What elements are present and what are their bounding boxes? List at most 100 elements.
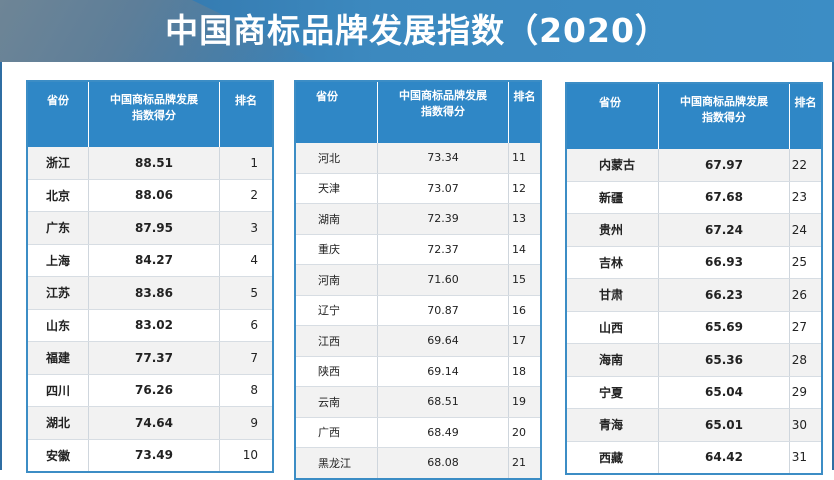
table-header-row: 省份 中国商标品牌发展 指数得分 排名 [295, 81, 541, 143]
ranking-table-1: 省份 中国商标品牌发展 指数得分 排名 浙江 88.51 1 北京 88.06 2 广东 87… [26, 80, 274, 473]
score-cell: 83.86 [88, 276, 220, 310]
table-row: 内蒙古 67.97 22 [566, 149, 822, 182]
rank-cell: 25 [789, 246, 822, 279]
rank-cell: 13 [508, 203, 541, 235]
province-cell: 北京 [27, 179, 89, 212]
rank-cell: 26 [789, 278, 822, 312]
province-cell: 云南 [295, 386, 378, 418]
score-cell: 64.42 [658, 441, 790, 475]
rank-cell: 8 [219, 374, 273, 407]
table-row: 广东 87.95 3 [27, 211, 273, 245]
header-province: 省份 [566, 83, 659, 149]
score-cell: 65.36 [658, 343, 790, 377]
province-cell: 天津 [295, 173, 378, 204]
table-row: 上海 84.27 4 [27, 244, 273, 277]
province-cell: 河北 [295, 143, 378, 174]
header-rank: 排名 [219, 81, 273, 147]
table-row: 山西 65.69 27 [566, 311, 822, 344]
province-cell: 广东 [27, 211, 89, 245]
score-cell: 68.51 [377, 386, 509, 418]
rank-cell: 17 [508, 325, 541, 357]
province-cell: 西藏 [566, 441, 659, 475]
province-cell: 青海 [566, 408, 659, 442]
score-cell: 73.49 [88, 439, 220, 473]
table-row: 天津 73.07 12 [295, 173, 541, 204]
table-row: 黑龙江 68.08 21 [295, 447, 541, 479]
rank-cell: 7 [219, 341, 273, 375]
rank-cell: 18 [508, 356, 541, 387]
table-row: 陕西 69.14 18 [295, 356, 541, 387]
rank-cell: 10 [219, 439, 273, 473]
table-row: 河南 71.60 15 [295, 264, 541, 296]
header-score-line1: 中国商标品牌发展 [680, 95, 768, 108]
province-cell: 江西 [295, 325, 378, 357]
province-cell: 黑龙江 [295, 447, 378, 479]
table-row: 吉林 66.93 25 [566, 246, 822, 279]
header-score-line2: 指数得分 [421, 105, 465, 118]
province-cell: 江苏 [27, 276, 89, 310]
score-cell: 84.27 [88, 244, 220, 277]
province-cell: 山西 [566, 311, 659, 344]
table-body: 内蒙古 67.97 22 新疆 67.68 23 贵州 67.24 24 吉林 66.93 25 甘肃 6… [566, 149, 822, 475]
rank-cell: 24 [789, 213, 822, 247]
score-cell: 71.60 [377, 264, 509, 296]
rank-cell: 22 [789, 149, 822, 182]
province-cell: 海南 [566, 343, 659, 377]
table-row: 青海 65.01 30 [566, 408, 822, 442]
province-cell: 宁夏 [566, 376, 659, 409]
table-body: 浙江 88.51 1 北京 88.06 2 广东 87.95 3 上海 84.27 4 江苏 83.86 5… [27, 147, 273, 473]
score-cell: 65.04 [658, 376, 790, 409]
header-score-line2: 指数得分 [702, 111, 746, 124]
province-cell: 内蒙古 [566, 149, 659, 182]
score-cell: 66.93 [658, 246, 790, 279]
score-cell: 88.51 [88, 147, 220, 180]
score-cell: 72.39 [377, 203, 509, 235]
rank-cell: 20 [508, 417, 541, 448]
rank-cell: 27 [789, 311, 822, 344]
score-cell: 72.37 [377, 234, 509, 265]
table-row: 湖北 74.64 9 [27, 406, 273, 440]
table-row: 西藏 64.42 31 [566, 441, 822, 475]
province-cell: 辽宁 [295, 295, 378, 326]
province-cell: 广西 [295, 417, 378, 448]
table-row: 辽宁 70.87 16 [295, 295, 541, 326]
rank-cell: 12 [508, 173, 541, 204]
province-cell: 吉林 [566, 246, 659, 279]
score-cell: 69.14 [377, 356, 509, 387]
header-score: 中国商标品牌发展 指数得分 [88, 81, 220, 147]
province-cell: 甘肃 [566, 278, 659, 312]
rank-cell: 23 [789, 181, 822, 214]
province-cell: 湖南 [295, 203, 378, 235]
score-cell: 65.69 [658, 311, 790, 344]
province-cell: 新疆 [566, 181, 659, 214]
score-cell: 77.37 [88, 341, 220, 375]
table-header-row: 省份 中国商标品牌发展 指数得分 排名 [566, 83, 822, 149]
table-row: 甘肃 66.23 26 [566, 278, 822, 312]
rank-cell: 6 [219, 309, 273, 342]
table-row: 四川 76.26 8 [27, 374, 273, 407]
ranking-table-2: 省份 中国商标品牌发展 指数得分 排名 河北 73.34 11 天津 73.07 12 湖南… [294, 80, 542, 480]
header-score-line1: 中国商标品牌发展 [399, 89, 487, 102]
rank-cell: 1 [219, 147, 273, 180]
header-score-line2: 指数得分 [132, 109, 176, 122]
header-rank: 排名 [789, 83, 822, 149]
score-cell: 73.07 [377, 173, 509, 204]
province-cell: 陕西 [295, 356, 378, 387]
header-province: 省份 [295, 81, 378, 143]
score-cell: 73.34 [377, 143, 509, 174]
rank-cell: 2 [219, 179, 273, 212]
header-rank: 排名 [508, 81, 541, 143]
rank-cell: 11 [508, 143, 541, 174]
score-cell: 87.95 [88, 211, 220, 245]
score-cell: 68.49 [377, 417, 509, 448]
rank-cell: 19 [508, 386, 541, 418]
province-cell: 上海 [27, 244, 89, 277]
page-title: 中国商标品牌发展指数（2020） [165, 11, 669, 50]
table-row: 江苏 83.86 5 [27, 276, 273, 310]
province-cell: 山东 [27, 309, 89, 342]
table-row: 福建 77.37 7 [27, 341, 273, 375]
title-banner: 中国商标品牌发展指数（2020） [0, 0, 834, 62]
score-cell: 67.97 [658, 149, 790, 182]
rank-cell: 15 [508, 264, 541, 296]
table-row: 广西 68.49 20 [295, 417, 541, 448]
